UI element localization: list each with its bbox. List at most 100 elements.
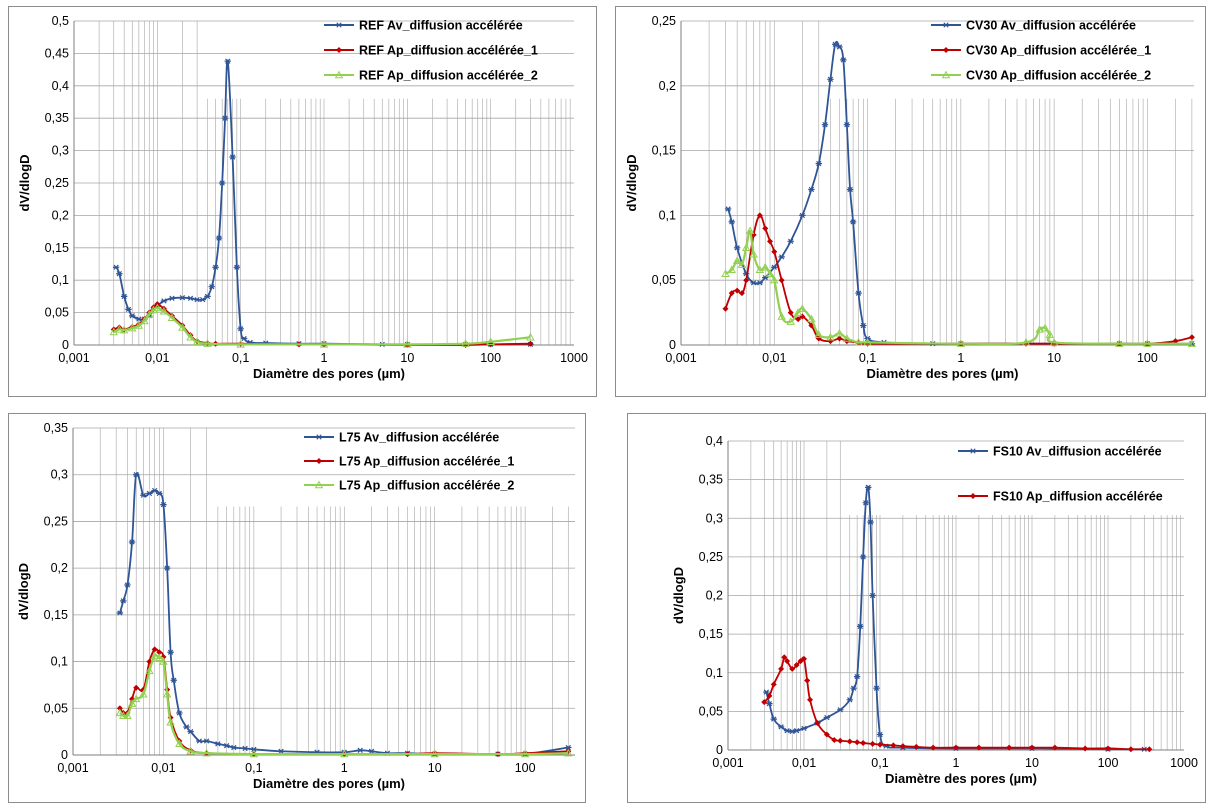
data-point <box>857 623 864 630</box>
y-tick-label: 0,4 <box>52 79 69 93</box>
y-axis-title: dV/dlogD <box>16 563 31 620</box>
data-point <box>163 565 171 571</box>
legend-label: REF Ap_diffusion accélérée_2 <box>359 69 538 83</box>
data-point <box>778 665 785 672</box>
x-tick-label: 1000 <box>1170 756 1198 770</box>
data-point <box>187 295 194 302</box>
y-tick-label: 0,15 <box>45 241 69 255</box>
data-point <box>783 728 791 734</box>
chart-panel-l75: 0 0,05 0,1 0,15 0,2 0,25 0,3 0,35 0,001 0,01 0,1 1 1… <box>8 413 586 803</box>
legend-label: FS10 Av_diffusion accélérée <box>993 445 1162 459</box>
data-point <box>727 265 736 274</box>
data-point <box>756 280 764 286</box>
data-point <box>218 180 226 186</box>
data-point <box>175 739 184 748</box>
data-point <box>160 501 167 508</box>
x-tick-label: 1 <box>341 761 348 775</box>
y-tick-label: 0,5 <box>52 14 69 28</box>
data-point <box>942 22 950 28</box>
data-point <box>241 745 249 752</box>
legend-item: REF Av_diffusion accélérée <box>324 19 523 33</box>
data-point <box>156 649 163 656</box>
data-point <box>750 280 757 286</box>
data-point <box>151 646 158 653</box>
series-1 <box>724 40 1196 347</box>
y-axis-title: dV/dlogD <box>624 154 639 211</box>
data-point <box>119 711 128 719</box>
series-2 <box>722 212 1195 347</box>
data-point <box>836 335 843 342</box>
y-tick-label: 0,2 <box>52 208 69 222</box>
data-point <box>1040 323 1050 332</box>
data-point <box>860 322 867 329</box>
data-point <box>186 746 195 755</box>
y-tick-label: 0,2 <box>659 79 676 93</box>
data-point <box>565 744 572 751</box>
data-point <box>786 317 795 325</box>
data-point <box>168 295 176 302</box>
data-point <box>821 122 829 128</box>
data-point <box>192 337 202 345</box>
legend-item: CV30 Av_diffusion accélérée <box>931 19 1136 33</box>
x-tick-label: 100 <box>1098 756 1119 770</box>
data-point <box>842 334 852 342</box>
series-3 <box>721 226 1197 347</box>
data-point <box>315 434 323 440</box>
data-point <box>793 662 800 669</box>
data-point <box>336 47 342 53</box>
legend-label: CV30 Av_diffusion accélérée <box>966 19 1136 33</box>
data-point <box>153 303 162 312</box>
data-point <box>1082 745 1089 752</box>
data-point <box>800 725 808 732</box>
data-point <box>787 238 794 244</box>
x-tick-label: 100 <box>515 761 536 775</box>
data-point <box>204 293 211 300</box>
data-point <box>804 677 811 684</box>
data-point <box>869 592 876 599</box>
data-point <box>761 699 768 706</box>
data-point <box>840 57 847 63</box>
data-point <box>787 309 794 316</box>
legend-item: REF Ap_diffusion accélérée_1 <box>324 44 538 58</box>
x-tick-label: 0,001 <box>57 761 88 775</box>
data-point <box>183 724 190 730</box>
series-2 <box>761 654 1153 753</box>
data-point <box>1006 744 1013 751</box>
x-axis-title: Diamètre des pores (µm) <box>253 776 405 791</box>
y-tick-label: 0,4 <box>706 434 723 448</box>
data-point <box>970 493 976 499</box>
data-point <box>1051 744 1058 751</box>
y-tick-label: 0,25 <box>45 176 69 190</box>
data-point <box>956 339 966 347</box>
legend-item: FS10 Ap_diffusion accélérée <box>958 490 1163 504</box>
data-point <box>846 186 854 193</box>
data-point <box>178 323 187 331</box>
grid <box>727 440 1184 751</box>
x-tick-label: 0,01 <box>151 761 175 775</box>
data-point <box>1115 339 1124 347</box>
data-point <box>461 339 470 347</box>
data-point <box>1143 339 1152 347</box>
data-point <box>221 115 229 121</box>
chart-svg: 0 0,05 0,1 0,15 0,2 0,25 0,3 0,35 0,001 0,01 0,1 1 1… <box>16 421 575 791</box>
legend-label: FS10 Ap_diffusion accélérée <box>993 490 1163 504</box>
data-point <box>186 332 195 341</box>
legend-label: L75 Av_diffusion accélérée <box>339 431 499 445</box>
y-tick-label: 0,1 <box>51 655 68 669</box>
data-point <box>120 293 128 300</box>
series-line <box>724 214 1193 345</box>
x-tick-label: 0,001 <box>712 756 743 770</box>
y-tick-label: 0,1 <box>659 208 676 222</box>
data-point <box>766 692 773 699</box>
data-point <box>789 665 796 672</box>
x-tick-label: 0,1 <box>232 351 249 365</box>
y-tick-label: 0 <box>61 748 68 762</box>
data-point <box>150 651 159 660</box>
data-point <box>969 448 977 454</box>
data-point <box>223 742 230 749</box>
data-point <box>249 749 259 758</box>
data-point <box>777 312 786 320</box>
data-point <box>486 337 495 345</box>
data-point <box>230 744 237 751</box>
data-point <box>193 296 201 303</box>
